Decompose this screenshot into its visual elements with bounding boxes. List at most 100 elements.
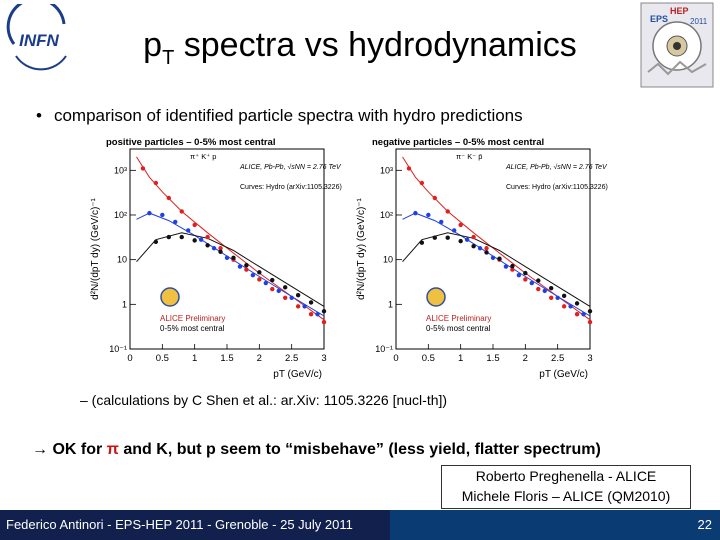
data-point [153,180,159,186]
data-point [471,234,476,240]
annotation-preliminary: ALICE Preliminary [160,314,225,323]
data-point [192,222,197,228]
data-point [231,255,236,261]
y-tick-label: 10² [114,210,127,220]
data-point [295,293,301,298]
data-point [471,244,476,249]
data-point [283,285,288,290]
data-point [283,295,288,301]
data-point [244,267,249,272]
hep-logo-text: HEP [670,6,689,16]
annotation-preliminary: ALICE Preliminary [426,314,491,323]
data-point [439,219,444,225]
data-point [173,219,178,225]
x-tick-label: 0.5 [422,353,435,364]
x-axis-label: pT (GeV/c) [539,369,588,380]
infn-logo: INFN [6,4,67,71]
data-point [419,180,425,186]
legend-text: π⁻ K⁻ p̄ [456,152,482,161]
y-tick-label: 10³ [380,165,393,175]
data-point [140,166,146,171]
y-tick-label: 10 [383,255,393,265]
data-point [561,293,567,299]
hydro-curve [136,232,325,307]
hydro-curve [402,156,591,321]
plot-negative-particles: negative particles – 0-5% most central 0 0… [356,137,608,380]
x-tick-label: 1.5 [486,353,499,364]
data-point [153,239,159,245]
data-point [426,212,431,218]
data-point [289,295,294,301]
data-point [458,238,463,244]
data-point [464,237,470,242]
annotation-model: Curves: Hydro (arXiv:1105.3226) [506,184,608,191]
hydro-curve [136,156,325,321]
data-point [406,166,412,171]
y-axis-label: d²N/(dpT dy) (GeV/c)⁻¹ [356,197,367,299]
data-point [477,246,483,251]
conclusion-line: → OK for π and K, but p seem to “misbeha… [32,441,601,459]
data-point [302,304,307,309]
data-point [484,250,489,255]
infn-logo-text: INFN [19,31,59,50]
data-point [549,285,554,291]
data-point [432,195,437,201]
data-point [555,295,560,301]
slide-title: pT spectra vs hydrodynamics [0,26,720,70]
data-point [561,304,567,309]
data-point [581,312,586,317]
chart-title: negative particles – 0-5% most central [372,137,544,148]
plot-frame [395,148,591,350]
eps-hep-logo: EPS HEP 2011 [640,2,714,88]
data-point [413,210,418,216]
chart-title: positive particles – 0-5% most central [106,137,275,148]
data-point [321,319,327,325]
main-bullet: • comparison of identified particle spect… [36,106,523,126]
y-tick-label: 10⁻¹ [375,344,393,354]
data-point [419,240,425,245]
data-point [250,272,256,278]
data-point [211,246,217,251]
x-tick-label: 3 [587,353,592,364]
conclusion-part2: and K, but p seem to “misbehave” (less y… [118,441,601,458]
alice-logo-icon [426,287,446,307]
data-point [257,277,262,282]
hydro-curve [402,232,591,307]
x-tick-label: 3 [321,353,326,364]
data-point [458,222,463,228]
x-tick-label: 1.5 [220,353,233,364]
annotation-collision: ALICE, Pb-Pb, √sNN = 2.76 TeV [239,163,342,171]
data-point [523,277,528,282]
data-point [568,304,573,309]
y-tick-label: 10³ [114,165,127,175]
data-point [484,246,489,251]
data-point [308,312,314,317]
alice-logo-icon [160,287,180,307]
annotation-model: Curves: Hydro (arXiv:1105.3226) [240,184,342,191]
annotation-collision: ALICE, Pb-Pb, √sNN = 2.76 TeV [505,163,608,171]
data-point [308,300,314,305]
data-point [166,234,171,240]
data-point [549,295,554,301]
data-point [270,286,275,292]
data-point [452,228,457,233]
data-point [263,280,268,286]
data-point [574,301,580,306]
x-tick-label: 2 [523,353,528,364]
y-tick-label: 10² [380,210,393,220]
y-tick-label: 10⁻¹ [109,344,127,354]
data-point [503,264,509,269]
y-tick-label: 1 [388,299,393,309]
plot-positive-particles: positive particles – 0-5% most central 0 0… [90,137,342,380]
data-point [536,278,541,283]
data-point [205,234,210,240]
data-point [445,235,450,240]
data-point [276,288,281,294]
hydro-curve [402,212,591,317]
data-point [224,255,230,261]
data-point [587,309,593,314]
title-rest: spectra vs hydrodynamics [174,26,577,64]
data-point [218,246,223,251]
x-tick-label: 0.5 [156,353,169,364]
data-point [160,212,165,218]
